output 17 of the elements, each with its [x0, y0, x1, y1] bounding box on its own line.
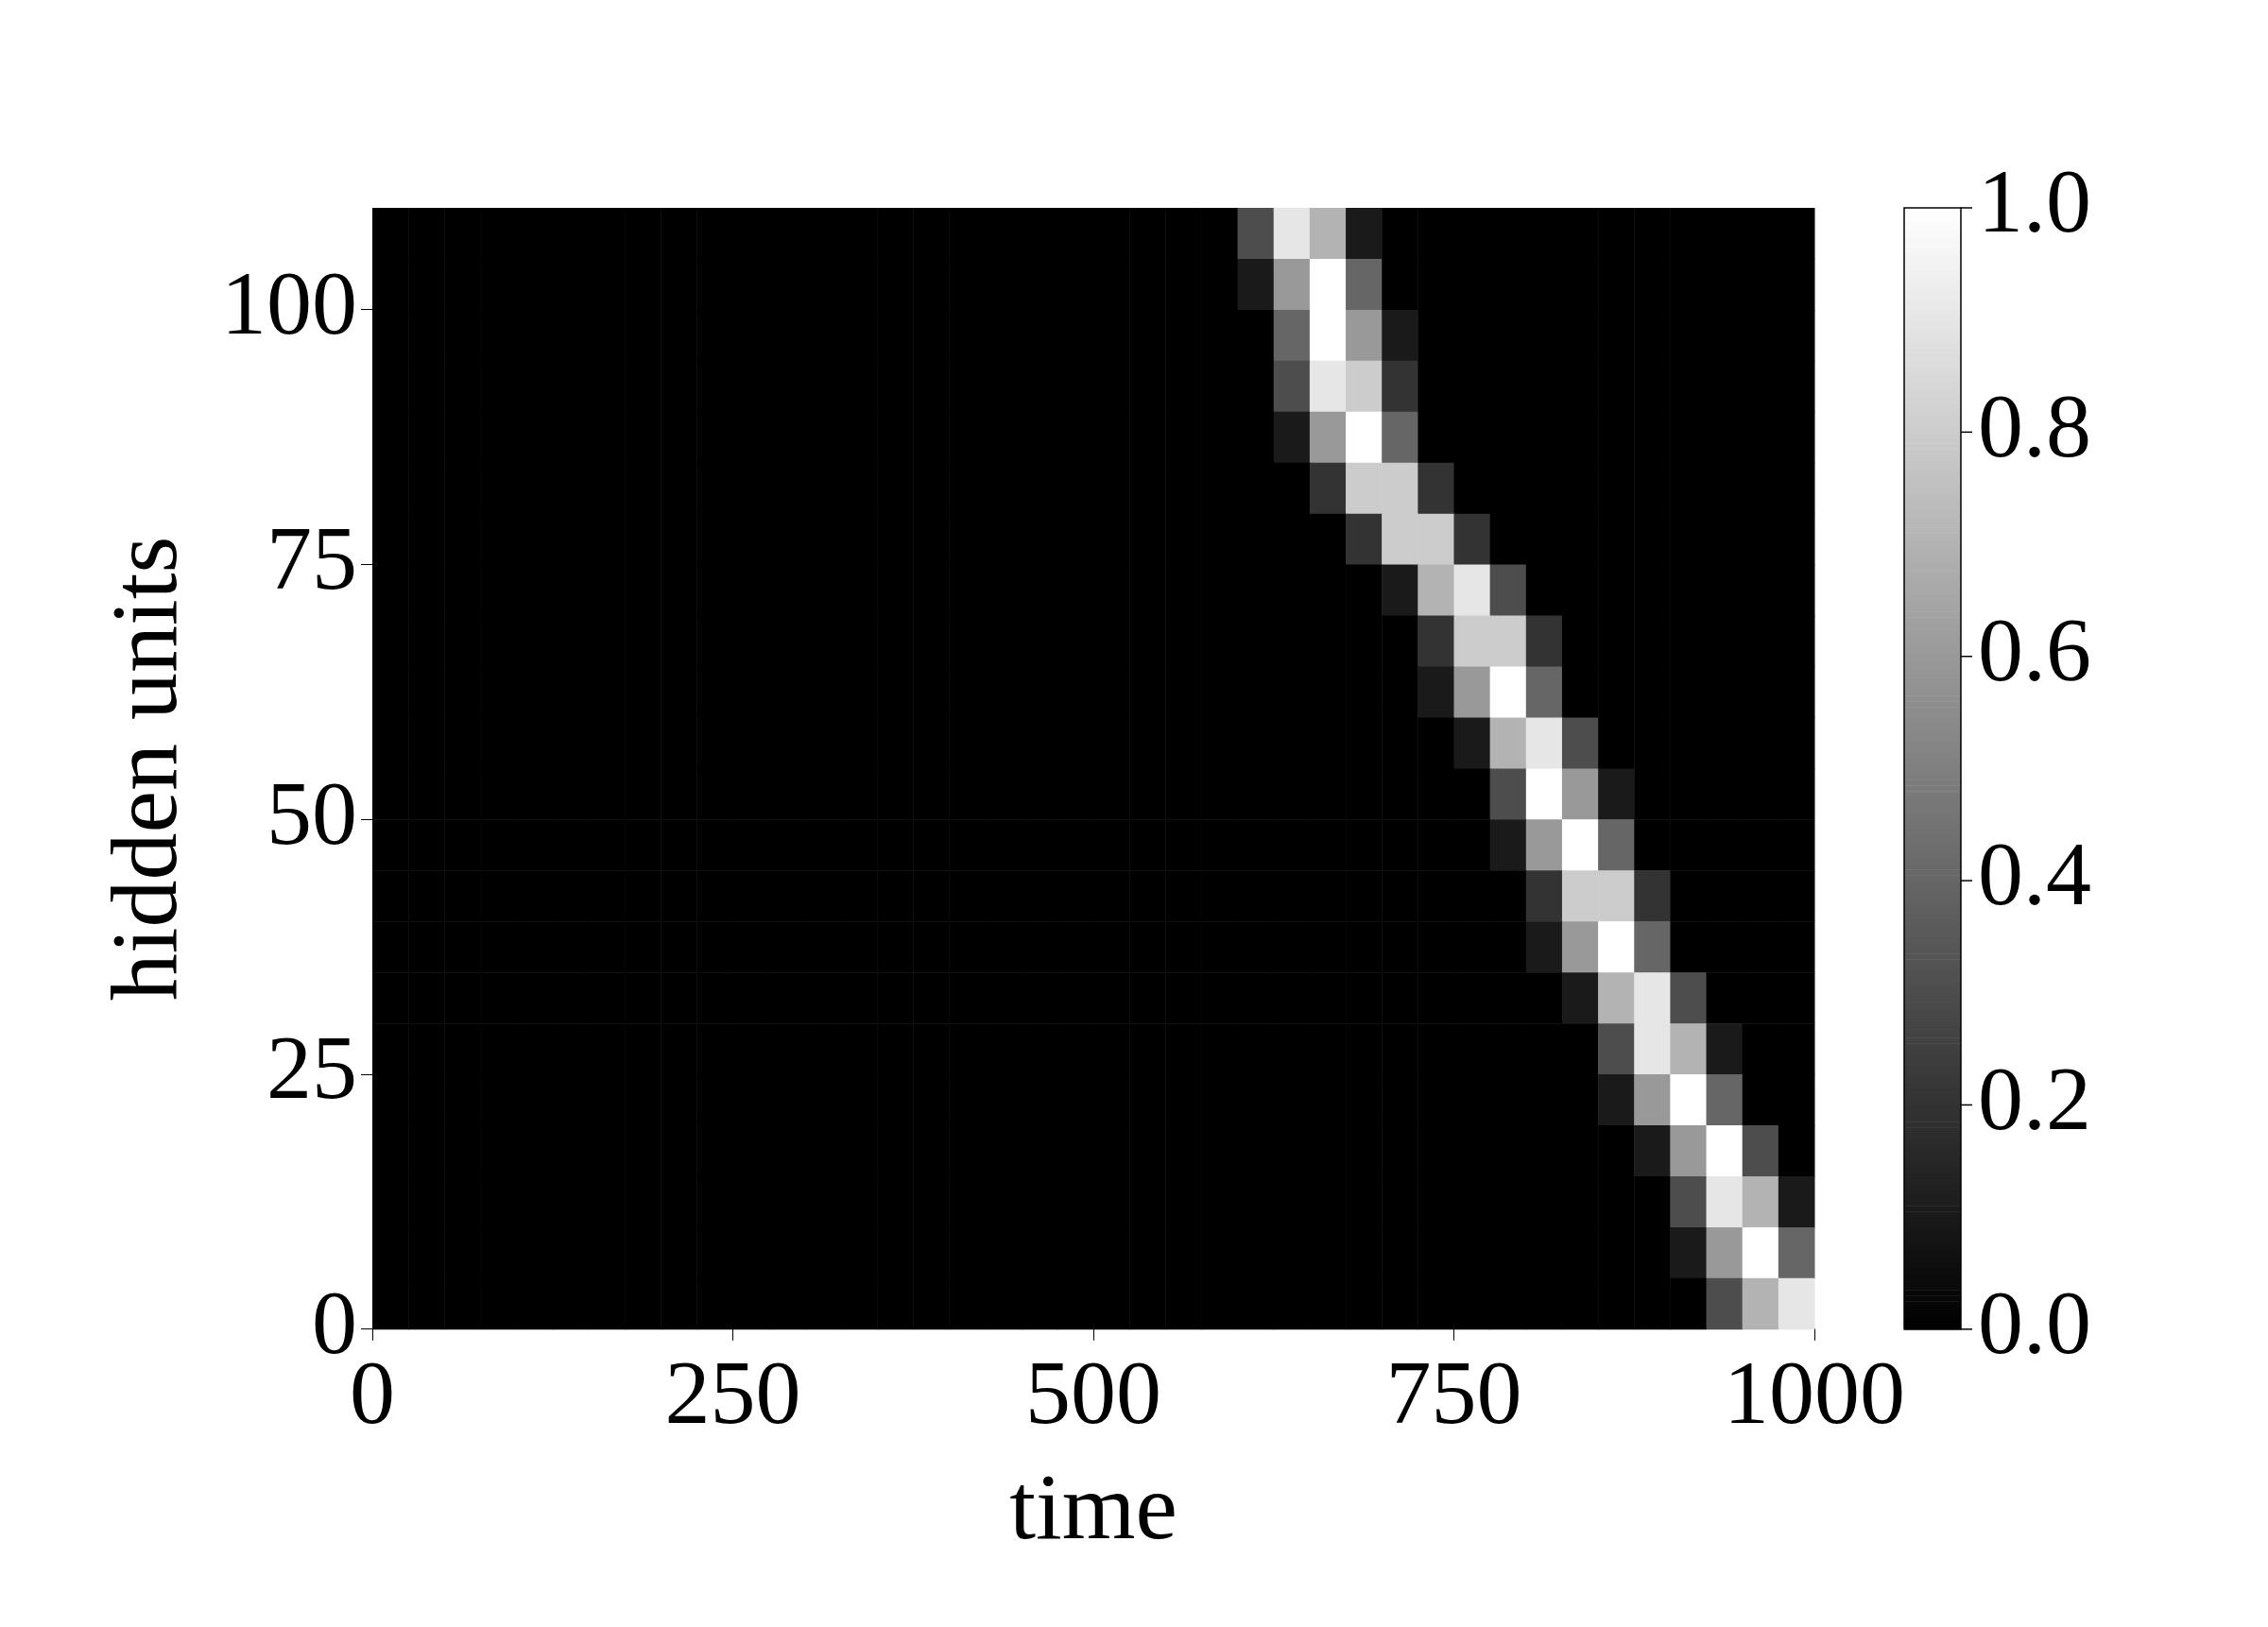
color-bar-label: 0.6 [1978, 598, 2091, 700]
color-bar-label: 1.0 [1978, 150, 2091, 252]
y-tick-label: 75 [266, 506, 357, 608]
x-tick-label: 250 [664, 1341, 801, 1443]
x-tick-label: 1000 [1724, 1341, 1905, 1443]
color-bar-label: 0.2 [1978, 1047, 2091, 1149]
y-axis-title: hidden units [92, 536, 198, 1002]
y-tick-label: 0 [312, 1272, 357, 1374]
y-tick-label: 25 [266, 1017, 357, 1119]
color-bar-label: 0.8 [1978, 374, 2091, 476]
y-tick-label: 100 [221, 252, 357, 354]
y-tick-label: 50 [266, 762, 357, 864]
color-bar-label: 0.4 [1978, 823, 2091, 925]
x-tick-label: 750 [1385, 1341, 1522, 1443]
x-tick-label: 500 [1025, 1341, 1161, 1443]
x-axis-title: time [1009, 1454, 1177, 1560]
color-bar-label: 0.0 [1978, 1272, 2091, 1374]
